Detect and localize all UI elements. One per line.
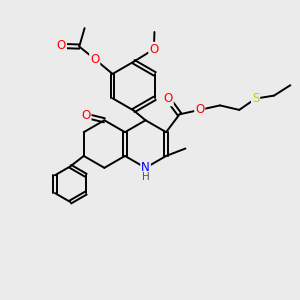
Text: S: S — [252, 92, 259, 105]
Text: N: N — [141, 161, 150, 174]
Text: O: O — [90, 52, 99, 66]
Text: O: O — [81, 109, 91, 122]
Text: O: O — [57, 40, 66, 52]
Text: H: H — [142, 172, 149, 182]
Text: O: O — [164, 92, 173, 105]
Text: O: O — [195, 103, 204, 116]
Text: O: O — [149, 43, 158, 56]
